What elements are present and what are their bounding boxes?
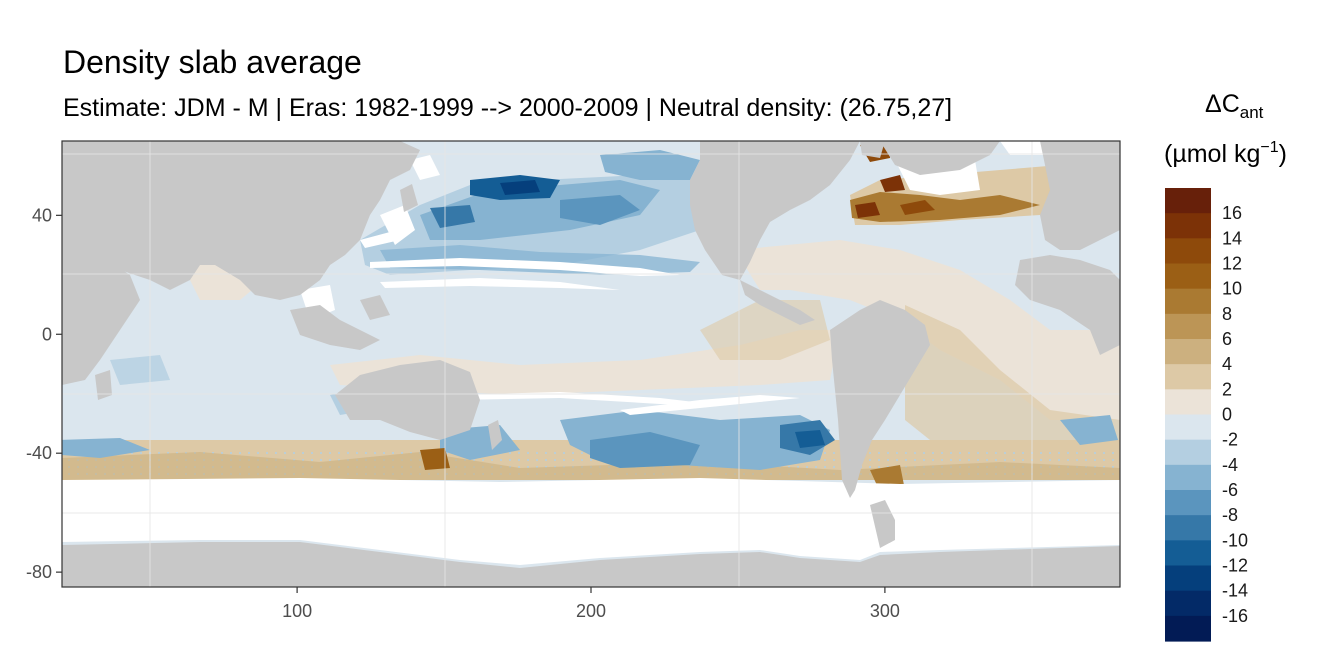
legend-color-swatch: [1165, 288, 1211, 315]
legend-color-swatch: [1165, 515, 1211, 541]
x-tick-label: 300: [870, 601, 900, 621]
legend-color-swatch: [1165, 439, 1211, 466]
grid-lines: [62, 141, 1120, 587]
land: [62, 141, 1120, 587]
legend-color-swatch: [1165, 615, 1211, 642]
legend-unit: (µmol kg−1): [1164, 139, 1287, 168]
legend-label: 8: [1222, 304, 1232, 324]
legend-color-swatch: [1165, 389, 1211, 416]
legend-label: -12: [1222, 556, 1248, 576]
legend-color-swatch: [1165, 565, 1211, 592]
y-axis: 40 0 -40 -80: [26, 205, 62, 582]
y-tick-label: 40: [32, 205, 52, 225]
legend-label: 10: [1222, 279, 1242, 299]
legend-label: -2: [1222, 430, 1238, 450]
legend-label: -14: [1222, 581, 1248, 601]
y-tick-label: 0: [42, 324, 52, 344]
legend-color-swatch: [1165, 464, 1211, 491]
legend-label: -8: [1222, 505, 1238, 525]
legend-label: -10: [1222, 530, 1248, 550]
x-axis: 100 200 300: [282, 587, 900, 621]
legend-color-swatch: [1165, 263, 1211, 290]
x-tick-label: 200: [576, 601, 606, 621]
legend-label: -6: [1222, 480, 1238, 500]
legend-color-swatch: [1165, 238, 1211, 265]
legend-color-swatch: [1165, 364, 1211, 390]
legend-color-swatch: [1165, 590, 1211, 617]
legend-color-swatch: [1165, 188, 1211, 214]
map-panel: [62, 141, 1120, 587]
legend-color-swatch: [1165, 339, 1211, 365]
legend-label: 2: [1222, 379, 1232, 399]
legend-labels: 16 14 12 10 8 6 4 2 0 -2 -4 -6 -8 -10 -12 -14 -16: [1222, 203, 1248, 626]
chart-subtitle: Estimate: JDM - M | Eras: 1982-1999 --> …: [63, 94, 953, 122]
legend-color-swatch: [1165, 313, 1211, 340]
legend-label: 16: [1222, 203, 1242, 223]
y-tick-label: -80: [26, 562, 52, 582]
legend-color-swatch: [1165, 213, 1211, 239]
chart-title: Density slab average: [63, 44, 362, 80]
legend: ΔCant (µmol kg−1) 16 14 12 10 8 6 4 2 0 -2 -4 -6 -8 -…: [1164, 90, 1287, 642]
legend-color-swatch: [1165, 414, 1211, 441]
legend-label: 6: [1222, 329, 1232, 349]
x-tick-label: 100: [282, 601, 312, 621]
legend-label: 12: [1222, 254, 1242, 274]
legend-label: -4: [1222, 455, 1238, 475]
ocean-field: [62, 142, 1120, 492]
legend-label: 14: [1222, 228, 1242, 248]
legend-colorbar: [1165, 188, 1211, 642]
y-tick-label: -40: [26, 443, 52, 463]
legend-label: -16: [1222, 606, 1248, 626]
legend-label: 0: [1222, 405, 1232, 425]
legend-label: 4: [1222, 354, 1232, 374]
legend-title: ΔCant: [1205, 90, 1264, 122]
legend-color-swatch: [1165, 490, 1211, 516]
legend-color-swatch: [1165, 540, 1211, 567]
